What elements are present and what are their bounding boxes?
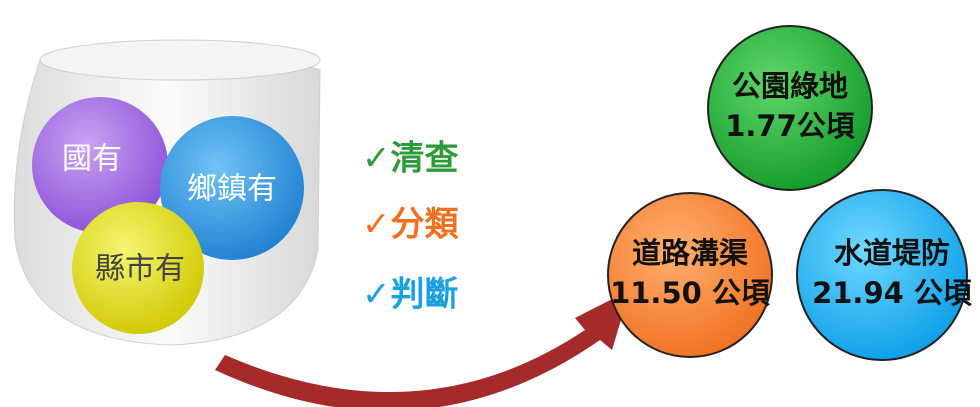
result-label: 道路溝渠 xyxy=(632,236,748,270)
bowl-rim xyxy=(39,39,321,81)
arrow xyxy=(215,290,630,407)
circle-road xyxy=(607,192,773,358)
result-label: 11.50 公頃 xyxy=(610,276,771,310)
step: ✓判斷 xyxy=(362,275,459,315)
circle-township xyxy=(160,116,304,260)
circle-national xyxy=(32,97,168,233)
step: ✓分類 xyxy=(362,205,459,245)
ownership-label: 縣市有 xyxy=(95,252,185,287)
circle-county xyxy=(72,202,204,334)
result-area: 21.94 公頃 xyxy=(812,276,973,310)
result-area: 1.77公頃 xyxy=(725,109,856,143)
ownership-label: 鄉鎮有 xyxy=(187,172,277,207)
result-label: 公園綠地 xyxy=(732,69,848,103)
ownership-label: 國有 xyxy=(62,142,122,177)
circle-water xyxy=(796,189,968,361)
step: ✓清查 xyxy=(362,139,459,179)
result-label: 水道堤防 xyxy=(834,236,950,270)
circle-park xyxy=(707,25,873,191)
